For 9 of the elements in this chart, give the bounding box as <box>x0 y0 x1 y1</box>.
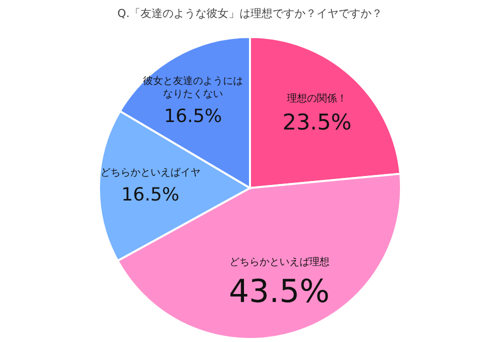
data-label: 43.5% <box>228 274 330 310</box>
slice-label: どちらかといえばイヤ <box>100 166 200 180</box>
slice-label: 彼女と友達のようにはなりたくない <box>142 75 244 102</box>
slice-label: どちらかといえば理想 <box>228 256 330 270</box>
chart-title: Q.「友達のような彼女」は理想ですか？イヤですか？ <box>116 6 384 21</box>
data-label: 23.5% <box>282 110 352 136</box>
data-label: 16.5% <box>163 106 223 128</box>
slice-label: 理想の関係！ <box>286 92 348 106</box>
data-label: 16.5% <box>120 184 180 206</box>
